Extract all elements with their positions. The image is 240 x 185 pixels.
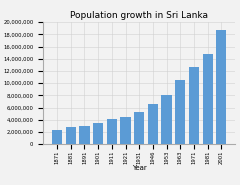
Bar [162,95,172,144]
Bar [66,127,76,144]
Bar [107,119,117,144]
X-axis label: Year: Year [132,165,147,171]
Bar [175,80,186,144]
Bar [79,126,90,144]
Bar [148,104,158,144]
Bar [52,130,62,144]
Bar [189,67,199,144]
Bar [134,112,144,144]
Bar [120,117,131,144]
Title: Population growth in Sri Lanka: Population growth in Sri Lanka [70,11,208,20]
Bar [216,30,227,144]
Bar [93,122,103,144]
Bar [203,54,213,144]
